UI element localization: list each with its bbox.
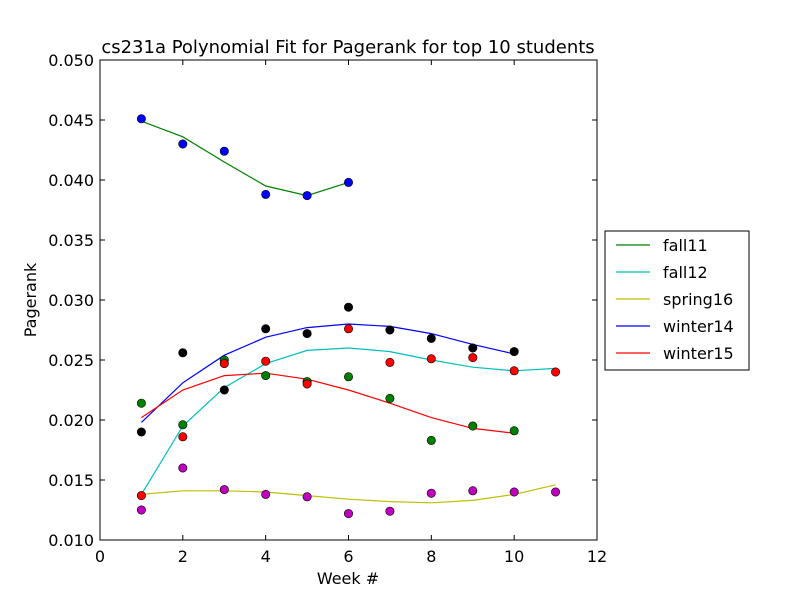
data-point-winter14 <box>385 325 395 335</box>
legend: fall11 fall12 spring16 winter14 winter15 <box>604 230 750 371</box>
data-point-fall12 <box>343 372 353 382</box>
chart-title: cs231a Polynomial Fit for Pagerank for t… <box>101 37 594 58</box>
data-point-spring16 <box>426 488 436 498</box>
data-point-spring16 <box>219 485 229 495</box>
data-point-winter15 <box>302 379 312 389</box>
data-point-winter14 <box>136 427 146 437</box>
data-point-winter14 <box>343 302 353 312</box>
data-point-winter15 <box>551 367 561 377</box>
data-point-fall11 <box>343 177 353 187</box>
fit-line-fall11 <box>141 120 349 197</box>
data-point-spring16 <box>261 489 271 499</box>
data-point-winter14 <box>178 348 188 358</box>
data-point-winter14 <box>509 347 519 357</box>
x-tick-label: 8 <box>426 547 436 566</box>
data-point-spring16 <box>343 509 353 519</box>
y-tick-label: 0.035 <box>48 231 94 250</box>
data-point-fall12 <box>261 371 271 381</box>
y-tick-label: 0.030 <box>48 291 94 310</box>
y-tick-label: 0.050 <box>48 51 94 70</box>
data-point-spring16 <box>136 505 146 515</box>
x-tick-label: 10 <box>504 547 524 566</box>
y-tick-label: 0.040 <box>48 171 94 190</box>
legend-label-winter14: winter14 <box>663 317 734 336</box>
data-point-winter15 <box>136 491 146 501</box>
data-point-fall11 <box>261 189 271 199</box>
legend-label-winter15: winter15 <box>663 344 734 363</box>
y-tick-label: 0.045 <box>48 111 94 130</box>
x-tick-label: 4 <box>261 547 271 566</box>
x-tick-label: 0 <box>95 547 105 566</box>
legend-box <box>604 230 750 371</box>
data-point-fall12 <box>136 398 146 408</box>
x-axis-label: Week # <box>317 569 379 588</box>
y-tick-label: 0.020 <box>48 411 94 430</box>
fit-line-winter15 <box>141 372 515 434</box>
data-point-fall12 <box>509 426 519 436</box>
data-point-fall12 <box>385 393 395 403</box>
data-point-spring16 <box>302 492 312 502</box>
data-point-fall11 <box>178 139 188 149</box>
data-point-fall11 <box>219 146 229 156</box>
x-tick-label: 12 <box>587 547 607 566</box>
x-tick-label: 2 <box>178 547 188 566</box>
y-tick-label: 0.015 <box>48 471 94 490</box>
data-point-fall12 <box>178 420 188 430</box>
data-point-winter15 <box>343 324 353 334</box>
data-point-winter14 <box>261 324 271 334</box>
data-point-winter15 <box>509 366 519 376</box>
y-tick-label: 0.025 <box>48 351 94 370</box>
y-tick-label: 0.010 <box>48 531 94 550</box>
data-point-spring16 <box>178 463 188 473</box>
data-point-winter15 <box>261 356 271 366</box>
data-point-fall11 <box>302 191 312 201</box>
data-point-winter14 <box>426 333 436 343</box>
plot-frame <box>99 59 598 541</box>
plot-area <box>136 114 561 519</box>
data-point-winter15 <box>178 432 188 442</box>
data-point-winter15 <box>219 359 229 369</box>
data-point-fall12 <box>426 435 436 445</box>
data-point-spring16 <box>551 487 561 497</box>
data-point-fall11 <box>136 114 146 124</box>
data-point-winter15 <box>468 353 478 363</box>
fit-line-fall12 <box>140 347 556 495</box>
data-point-winter14 <box>468 343 478 353</box>
data-point-winter15 <box>385 357 395 367</box>
data-point-spring16 <box>468 486 478 496</box>
data-point-spring16 <box>385 506 395 516</box>
x-tick-label: 6 <box>343 547 353 566</box>
data-point-winter14 <box>219 385 229 395</box>
axis-ticks: 0 2 4 6 8 10 12 0.010 0.015 0.020 0.025 0.030 0.035 0… <box>48 51 607 566</box>
data-point-fall12 <box>468 421 478 431</box>
legend-label-spring16: spring16 <box>663 290 733 309</box>
fit-line-spring16 <box>141 484 556 504</box>
data-point-spring16 <box>509 487 519 497</box>
fit-line-winter14 <box>140 323 515 423</box>
data-point-winter15 <box>426 354 436 364</box>
legend-label-fall12: fall12 <box>663 263 708 282</box>
legend-label-fall11: fall11 <box>663 236 708 255</box>
y-axis-label: Pagerank <box>21 262 40 337</box>
data-point-winter14 <box>302 329 312 339</box>
